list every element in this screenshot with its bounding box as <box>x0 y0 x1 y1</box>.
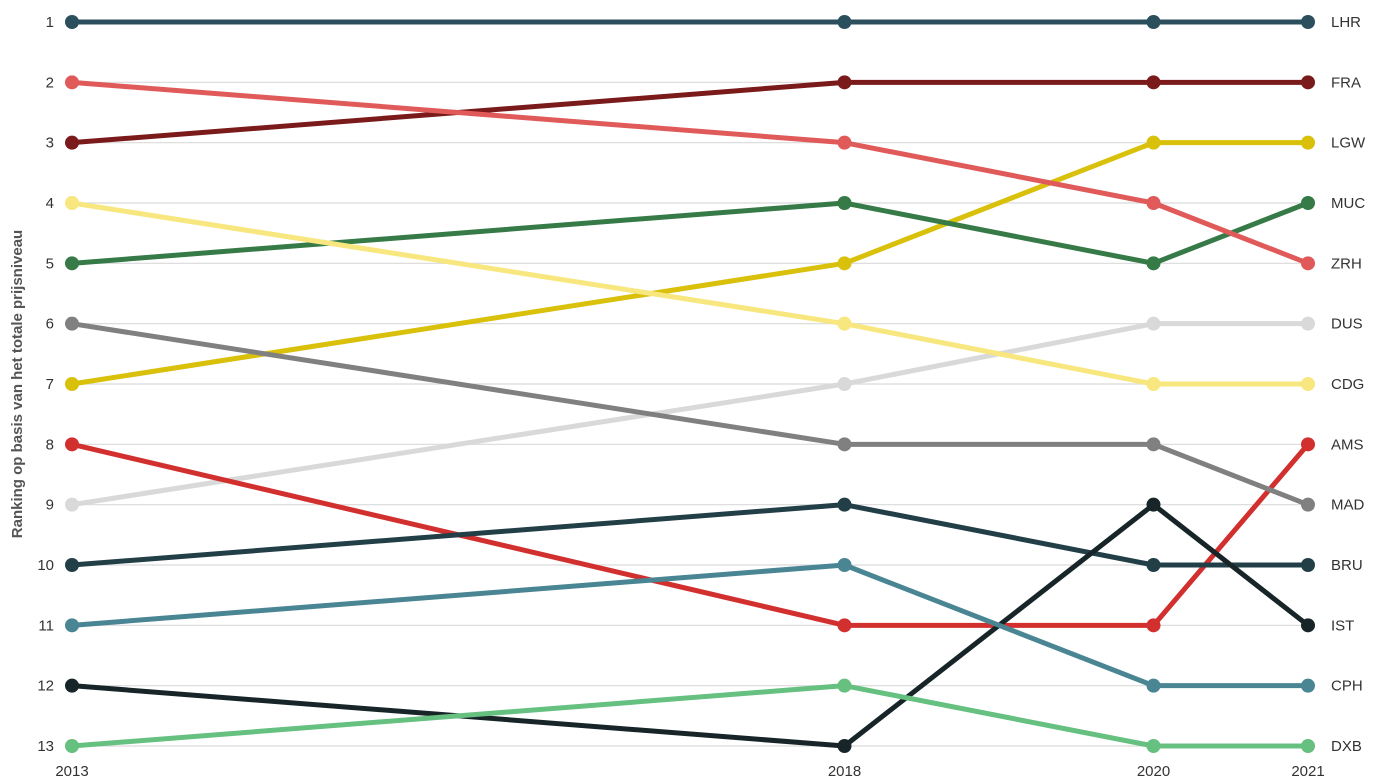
y-tick-label: 7 <box>46 376 54 393</box>
point-dxb-2018 <box>837 678 852 693</box>
series-labels: LHR FRA LGW MUC ZRH DUS CDG AMS MAD BRU IST CPH DXB <box>1331 14 1366 755</box>
point-ams-2013 <box>65 437 79 452</box>
point-fra-2020 <box>1146 75 1161 90</box>
point-dxb-2021 <box>1301 739 1315 753</box>
point-mad-2021 <box>1301 497 1315 512</box>
point-cdg-2018 <box>837 316 852 331</box>
point-zrh-2013 <box>65 75 79 90</box>
point-muc-2021 <box>1301 196 1315 210</box>
point-ist-2021 <box>1301 618 1315 633</box>
point-muc-2020 <box>1146 256 1161 271</box>
point-bru-2020 <box>1146 558 1161 572</box>
point-zrh-2020 <box>1146 196 1161 210</box>
series-line-dxb <box>69 683 1311 749</box>
point-lgw-2018 <box>837 256 852 271</box>
x-tick-label: 2021 <box>1291 763 1324 780</box>
point-cdg-2021 <box>1301 377 1315 391</box>
point-mad-2018 <box>837 437 852 452</box>
series-label-mad: MAD <box>1331 497 1365 514</box>
series-label-cdg: CDG <box>1331 376 1364 393</box>
point-cph-2020 <box>1146 678 1161 693</box>
point-ist-2018 <box>837 739 852 753</box>
x-tick-label: 2013 <box>55 763 88 780</box>
series-line-bru <box>69 502 1311 568</box>
point-dxb-2013 <box>65 739 79 753</box>
y-tick-label: 4 <box>46 195 54 212</box>
y-tick-label: 6 <box>46 316 54 333</box>
x-tick-label: 2018 <box>828 763 861 780</box>
point-lhr-2020 <box>1146 15 1161 29</box>
series-line-cdg <box>69 200 1311 387</box>
series-label-lhr: LHR <box>1331 14 1361 31</box>
series-label-cph: CPH <box>1331 678 1363 695</box>
series-label-fra: FRA <box>1331 74 1361 91</box>
series-points <box>65 15 1315 753</box>
point-cdg-2020 <box>1146 377 1161 391</box>
point-cph-2021 <box>1301 678 1315 693</box>
point-cph-2018 <box>837 558 852 572</box>
series-label-zrh: ZRH <box>1331 255 1362 272</box>
series-label-dus: DUS <box>1331 316 1363 333</box>
y-tick-label: 13 <box>37 738 54 755</box>
point-muc-2013 <box>65 256 79 271</box>
series-line-lgw <box>69 140 1311 387</box>
y-tick-label: 1 <box>46 14 54 31</box>
y-tick-label: 5 <box>46 255 54 272</box>
series-label-bru: BRU <box>1331 557 1363 574</box>
y-tick-label: 2 <box>46 74 54 91</box>
series-lines <box>69 19 1311 749</box>
point-zrh-2018 <box>837 135 852 150</box>
series-label-dxb: DXB <box>1331 738 1362 755</box>
point-lgw-2013 <box>65 377 79 391</box>
point-cph-2013 <box>65 618 79 633</box>
point-muc-2018 <box>837 196 852 210</box>
point-lhr-2013 <box>65 15 79 29</box>
point-ist-2020 <box>1146 497 1161 512</box>
point-bru-2018 <box>837 497 852 512</box>
point-lhr-2018 <box>837 15 852 29</box>
series-label-muc: MUC <box>1331 195 1365 212</box>
y-tick-label: 12 <box>37 678 54 695</box>
series-line-cph <box>69 562 1311 689</box>
point-fra-2013 <box>65 135 79 150</box>
y-tick-label: 3 <box>46 135 54 152</box>
y-tick-label: 9 <box>46 497 54 514</box>
series-label-ist: IST <box>1331 617 1354 634</box>
point-ams-2020 <box>1146 618 1161 633</box>
point-fra-2021 <box>1301 75 1315 90</box>
series-label-ams: AMS <box>1331 436 1364 453</box>
gridlines <box>72 21 1308 747</box>
point-mad-2020 <box>1146 437 1161 452</box>
series-line-mad <box>69 321 1311 508</box>
point-dxb-2020 <box>1146 739 1161 753</box>
point-cdg-2013 <box>65 196 79 210</box>
point-lgw-2020 <box>1146 135 1161 150</box>
point-dus-2020 <box>1146 316 1161 331</box>
y-axis-title: Ranking op basis van het totale prijsniv… <box>9 230 26 538</box>
point-ams-2018 <box>837 618 852 633</box>
point-zrh-2021 <box>1301 256 1315 271</box>
point-bru-2013 <box>65 558 79 572</box>
point-mad-2013 <box>65 316 79 331</box>
point-dus-2021 <box>1301 316 1315 331</box>
point-bru-2021 <box>1301 558 1315 572</box>
point-dus-2013 <box>65 497 79 512</box>
point-lgw-2021 <box>1301 135 1315 150</box>
point-ist-2013 <box>65 678 79 693</box>
series-label-lgw: LGW <box>1331 135 1366 152</box>
x-tick-label: 2020 <box>1137 763 1170 780</box>
point-ams-2021 <box>1301 437 1315 452</box>
point-fra-2018 <box>837 75 852 90</box>
series-line-ams <box>69 441 1311 628</box>
y-tick-label: 11 <box>38 617 54 634</box>
point-lhr-2021 <box>1301 15 1315 29</box>
series-line-zrh <box>69 79 1311 266</box>
y-tick-label: 10 <box>37 557 54 574</box>
x-axis-ticks: 2013 2018 2020 2021 <box>55 763 1324 780</box>
series-line-fra <box>69 79 1311 146</box>
y-tick-label: 8 <box>46 436 54 453</box>
point-dus-2018 <box>837 377 852 391</box>
